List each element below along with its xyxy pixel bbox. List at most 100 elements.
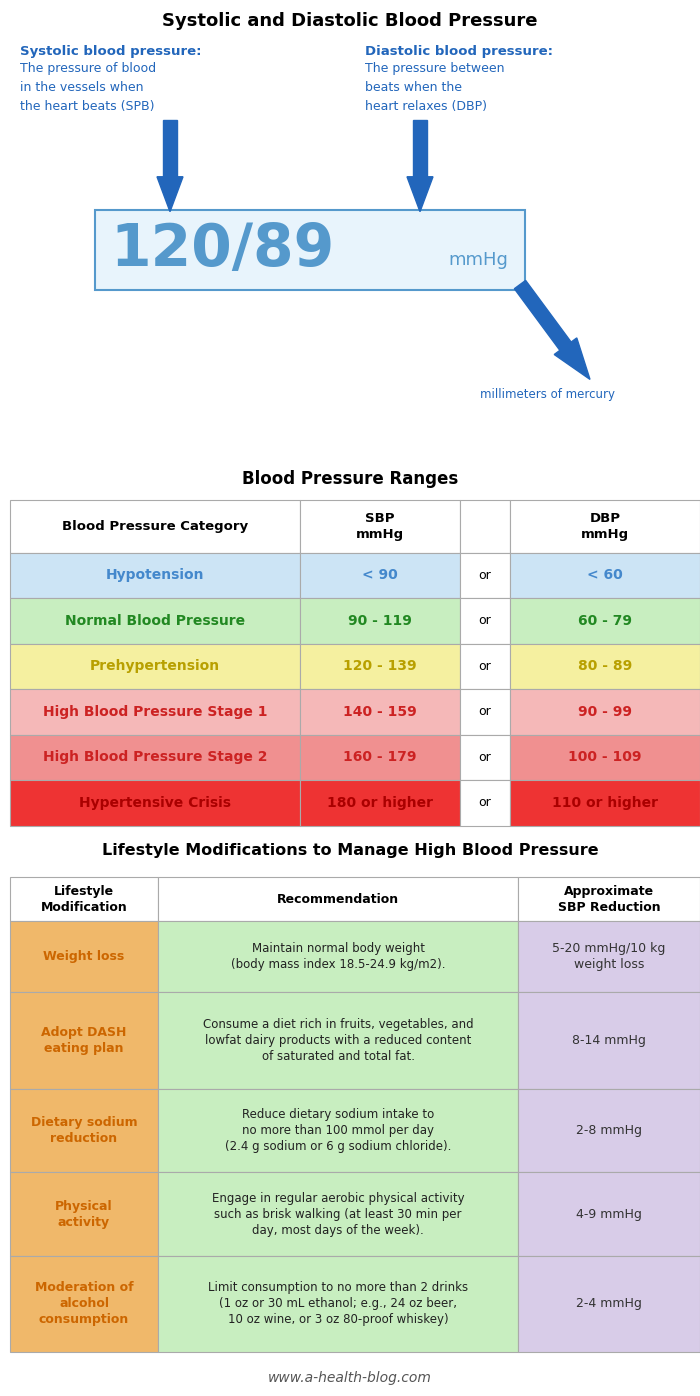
Text: Maintain normal body weight
(body mass index 18.5-24.9 kg/m2).: Maintain normal body weight (body mass i… xyxy=(231,942,445,972)
Bar xyxy=(460,501,510,553)
Text: Systolic and Diastolic Blood Pressure: Systolic and Diastolic Blood Pressure xyxy=(162,13,538,29)
Bar xyxy=(300,690,460,734)
Text: Physical
activity: Physical activity xyxy=(55,1199,113,1228)
Text: < 90: < 90 xyxy=(362,568,398,582)
Text: 4-9 mmHg: 4-9 mmHg xyxy=(576,1208,642,1220)
Text: 160 - 179: 160 - 179 xyxy=(343,750,416,765)
Bar xyxy=(158,993,518,1089)
Text: Lifestyle Modifications to Manage High Blood Pressure: Lifestyle Modifications to Manage High B… xyxy=(102,843,598,859)
Text: Prehypertension: Prehypertension xyxy=(90,659,220,673)
Text: or: or xyxy=(479,796,491,810)
Bar xyxy=(10,877,158,921)
Text: Lifestyle
Modification: Lifestyle Modification xyxy=(41,885,127,913)
Bar xyxy=(10,1089,158,1173)
Bar xyxy=(510,780,700,825)
Bar xyxy=(10,597,300,644)
Text: 5-20 mmHg/10 kg
weight loss: 5-20 mmHg/10 kg weight loss xyxy=(552,942,666,972)
Bar xyxy=(10,690,300,734)
Bar xyxy=(10,501,300,553)
Bar xyxy=(518,1256,700,1351)
Text: < 60: < 60 xyxy=(587,568,623,582)
Bar xyxy=(158,1256,518,1351)
Text: 120 - 139: 120 - 139 xyxy=(343,659,416,673)
Text: 180 or higher: 180 or higher xyxy=(327,796,433,810)
Bar xyxy=(460,780,510,825)
Text: Engage in regular aerobic physical activity
such as brisk walking (at least 30 m: Engage in regular aerobic physical activ… xyxy=(211,1192,464,1237)
Text: or: or xyxy=(479,751,491,764)
Bar xyxy=(460,734,510,780)
Text: Systolic blood pressure:: Systolic blood pressure: xyxy=(20,45,202,57)
Bar xyxy=(510,690,700,734)
Text: 90 - 99: 90 - 99 xyxy=(578,705,632,719)
Polygon shape xyxy=(413,120,427,177)
Text: The pressure of blood
in the vessels when
the heart beats (SPB): The pressure of blood in the vessels whe… xyxy=(20,61,156,113)
Polygon shape xyxy=(157,177,183,212)
Bar xyxy=(10,644,300,690)
Bar xyxy=(460,597,510,644)
Bar xyxy=(158,1089,518,1173)
Bar xyxy=(510,597,700,644)
Bar xyxy=(518,1089,700,1173)
Text: 8-14 mmHg: 8-14 mmHg xyxy=(572,1034,646,1047)
Bar xyxy=(10,921,158,993)
Text: 90 - 119: 90 - 119 xyxy=(348,614,412,628)
Text: Normal Blood Pressure: Normal Blood Pressure xyxy=(65,614,245,628)
Text: DBP
mmHg: DBP mmHg xyxy=(581,512,629,542)
Text: Blood Pressure Ranges: Blood Pressure Ranges xyxy=(242,470,458,489)
Bar xyxy=(510,734,700,780)
Text: SBP
mmHg: SBP mmHg xyxy=(356,512,404,542)
Bar xyxy=(158,1173,518,1256)
Text: Moderation of
alcohol
consumption: Moderation of alcohol consumption xyxy=(35,1282,133,1326)
Text: 110 or higher: 110 or higher xyxy=(552,796,658,810)
Text: Recommendation: Recommendation xyxy=(277,892,399,906)
Bar xyxy=(518,993,700,1089)
Bar xyxy=(300,597,460,644)
Bar xyxy=(158,877,518,921)
Bar xyxy=(460,553,510,597)
Text: 120/89: 120/89 xyxy=(110,221,335,278)
Bar xyxy=(10,1173,158,1256)
Text: 2-8 mmHg: 2-8 mmHg xyxy=(576,1124,642,1136)
Text: or: or xyxy=(479,614,491,627)
Text: 140 - 159: 140 - 159 xyxy=(343,705,417,719)
Bar xyxy=(460,690,510,734)
Text: mmHg: mmHg xyxy=(448,251,508,268)
Bar xyxy=(10,553,300,597)
Text: Diastolic blood pressure:: Diastolic blood pressure: xyxy=(365,45,553,57)
Text: or: or xyxy=(479,660,491,673)
Bar xyxy=(300,501,460,553)
Bar xyxy=(300,553,460,597)
Text: Consume a diet rich in fruits, vegetables, and
lowfat dairy products with a redu: Consume a diet rich in fruits, vegetable… xyxy=(203,1018,473,1062)
Bar xyxy=(460,644,510,690)
Text: Reduce dietary sodium intake to
no more than 100 mmol per day
(2.4 g sodium or 6: Reduce dietary sodium intake to no more … xyxy=(225,1108,452,1153)
Text: Approximate
SBP Reduction: Approximate SBP Reduction xyxy=(558,885,660,913)
Text: Dietary sodium
reduction: Dietary sodium reduction xyxy=(31,1115,137,1145)
Text: Hypertensive Crisis: Hypertensive Crisis xyxy=(79,796,231,810)
FancyBboxPatch shape xyxy=(95,209,525,289)
Text: Limit consumption to no more than 2 drinks
(1 oz or 30 mL ethanol; e.g., 24 oz b: Limit consumption to no more than 2 drin… xyxy=(208,1282,468,1326)
Bar xyxy=(300,780,460,825)
Text: or: or xyxy=(479,705,491,719)
Bar xyxy=(10,1256,158,1351)
Text: Blood Pressure Category: Blood Pressure Category xyxy=(62,519,248,533)
Polygon shape xyxy=(163,120,177,177)
Bar xyxy=(518,921,700,993)
Bar xyxy=(10,780,300,825)
Text: Weight loss: Weight loss xyxy=(43,951,125,963)
Text: Hypotension: Hypotension xyxy=(106,568,204,582)
Bar xyxy=(158,921,518,993)
Bar xyxy=(518,1173,700,1256)
Polygon shape xyxy=(514,281,571,350)
Bar xyxy=(10,993,158,1089)
Text: 2-4 mmHg: 2-4 mmHg xyxy=(576,1297,642,1311)
Bar xyxy=(300,644,460,690)
Text: 100 - 109: 100 - 109 xyxy=(568,750,642,765)
Text: 60 - 79: 60 - 79 xyxy=(578,614,632,628)
Polygon shape xyxy=(554,338,590,380)
Polygon shape xyxy=(407,177,433,212)
Bar xyxy=(518,877,700,921)
Text: Adopt DASH
eating plan: Adopt DASH eating plan xyxy=(41,1026,127,1055)
Bar xyxy=(510,501,700,553)
Bar xyxy=(300,734,460,780)
Text: www.a-health-blog.com: www.a-health-blog.com xyxy=(268,1371,432,1385)
